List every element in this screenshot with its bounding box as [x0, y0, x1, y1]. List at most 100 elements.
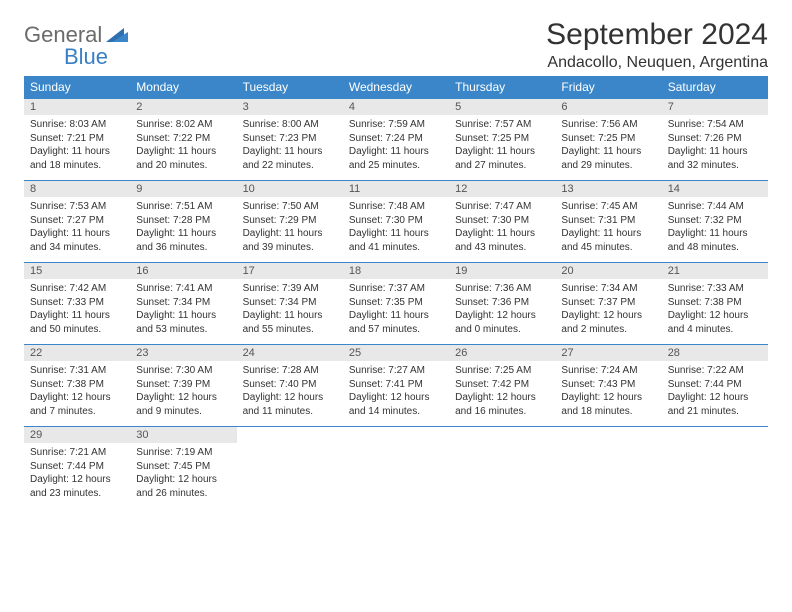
day-details: Sunrise: 7:25 AMSunset: 7:42 PMDaylight:… [449, 361, 555, 426]
day-number: 26 [449, 345, 555, 361]
daylight-line: Daylight: 11 hours and 27 minutes. [455, 145, 549, 172]
day-details: Sunrise: 7:24 AMSunset: 7:43 PMDaylight:… [555, 361, 661, 426]
day-number: 22 [24, 345, 130, 361]
sunset-line: Sunset: 7:21 PM [30, 132, 124, 146]
day-number: 4 [343, 99, 449, 115]
day-number: 23 [130, 345, 236, 361]
sunrise-line: Sunrise: 7:28 AM [243, 364, 337, 378]
sunrise-line: Sunrise: 7:59 AM [349, 118, 443, 132]
daylight-line: Daylight: 11 hours and 43 minutes. [455, 227, 549, 254]
day-number: 25 [343, 345, 449, 361]
daylight-line: Daylight: 12 hours and 21 minutes. [668, 391, 762, 418]
day-details: Sunrise: 7:19 AMSunset: 7:45 PMDaylight:… [130, 443, 236, 508]
sunset-line: Sunset: 7:28 PM [136, 214, 230, 228]
sunrise-line: Sunrise: 7:45 AM [561, 200, 655, 214]
sunrise-line: Sunrise: 7:42 AM [30, 282, 124, 296]
sunset-line: Sunset: 7:45 PM [136, 460, 230, 474]
calendar-body: 1Sunrise: 8:03 AMSunset: 7:21 PMDaylight… [24, 99, 768, 509]
day-details: Sunrise: 7:36 AMSunset: 7:36 PMDaylight:… [449, 279, 555, 344]
sunrise-line: Sunrise: 7:24 AM [561, 364, 655, 378]
day-details: Sunrise: 7:41 AMSunset: 7:34 PMDaylight:… [130, 279, 236, 344]
sunrise-line: Sunrise: 7:39 AM [243, 282, 337, 296]
day-number: 10 [237, 181, 343, 197]
calendar-day-cell: 17 Sunrise: 7:39 AMSunset: 7:34 PMDayligh… [237, 263, 343, 345]
calendar-day-cell: 13Sunrise: 7:45 AMSunset: 7:31 PMDayligh… [555, 181, 661, 263]
sunset-line: Sunset: 7:30 PM [455, 214, 549, 228]
calendar-day-cell: .. [343, 427, 449, 509]
day-number: 12 [449, 181, 555, 197]
calendar-day-cell: 11Sunrise: 7:48 AMSunset: 7:30 PMDayligh… [343, 181, 449, 263]
day-details: Sunrise: 7:44 AMSunset: 7:32 PMDaylight:… [662, 197, 768, 262]
sunset-line: Sunset: 7:32 PM [668, 214, 762, 228]
calendar-week-row: 29Sunrise: 7:21 AMSunset: 7:44 PMDayligh… [24, 427, 768, 509]
calendar-header-row: SundayMondayTuesdayWednesdayThursdayFrid… [24, 76, 768, 99]
daylight-line: Daylight: 11 hours and 57 minutes. [349, 309, 443, 336]
sunset-line: Sunset: 7:40 PM [243, 378, 337, 392]
calendar-day-cell: 24Sunrise: 7:28 AMSunset: 7:40 PMDayligh… [237, 345, 343, 427]
day-details: Sunrise: 7:54 AMSunset: 7:26 PMDaylight:… [662, 115, 768, 180]
daylight-line: Daylight: 11 hours and 53 minutes. [136, 309, 230, 336]
column-header: Thursday [449, 76, 555, 99]
calendar-day-cell: 12 Sunrise: 7:47 AMSunset: 7:30 PMDayligh… [449, 181, 555, 263]
calendar-day-cell: .. [237, 427, 343, 509]
day-number: 6 [555, 99, 661, 115]
day-details: Sunrise: 8:02 AMSunset: 7:22 PMDaylight:… [130, 115, 236, 180]
day-details: Sunrise: 7:22 AMSunset: 7:44 PMDaylight:… [662, 361, 768, 426]
sunrise-line: Sunrise: 7:30 AM [136, 364, 230, 378]
daylight-line: Daylight: 11 hours and 55 minutes. [243, 309, 337, 336]
daylight-line: Daylight: 11 hours and 45 minutes. [561, 227, 655, 254]
sunset-line: Sunset: 7:37 PM [561, 296, 655, 310]
daylight-line: Daylight: 11 hours and 36 minutes. [136, 227, 230, 254]
day-number: 17 [237, 263, 343, 279]
day-details: Sunrise: 7:57 AMSunset: 7:25 PMDaylight:… [449, 115, 555, 180]
day-number: 3 [237, 99, 343, 115]
sunrise-line: Sunrise: 7:57 AM [455, 118, 549, 132]
calendar-day-cell: 2Sunrise: 8:02 AMSunset: 7:22 PMDaylight… [130, 99, 236, 181]
daylight-line: Daylight: 11 hours and 48 minutes. [668, 227, 762, 254]
day-number: 27 [555, 345, 661, 361]
calendar-day-cell: 4Sunrise: 7:59 AMSunset: 7:24 PMDaylight… [343, 99, 449, 181]
day-number: 13 [555, 181, 661, 197]
sunset-line: Sunset: 7:44 PM [30, 460, 124, 474]
calendar-day-cell: 10Sunrise: 7:50 AMSunset: 7:29 PMDayligh… [237, 181, 343, 263]
sunrise-line: Sunrise: 7:37 AM [349, 282, 443, 296]
daylight-line: Daylight: 12 hours and 18 minutes. [561, 391, 655, 418]
daylight-line: Daylight: 11 hours and 34 minutes. [30, 227, 124, 254]
sunset-line: Sunset: 7:39 PM [136, 378, 230, 392]
sunset-line: Sunset: 7:42 PM [455, 378, 549, 392]
day-details: Sunrise: 7:51 AMSunset: 7:28 PMDaylight:… [130, 197, 236, 262]
day-number: 5 [449, 99, 555, 115]
calendar-day-cell: 14Sunrise: 7:44 AMSunset: 7:32 PMDayligh… [662, 181, 768, 263]
sunrise-line: Sunrise: 8:00 AM [243, 118, 337, 132]
sunset-line: Sunset: 7:22 PM [136, 132, 230, 146]
calendar-day-cell: 18Sunrise: 7:37 AMSunset: 7:35 PMDayligh… [343, 263, 449, 345]
calendar-day-cell: 28Sunrise: 7:22 AMSunset: 7:44 PMDayligh… [662, 345, 768, 427]
day-details: Sunrise: 7:31 AMSunset: 7:38 PMDaylight:… [24, 361, 130, 426]
daylight-line: Daylight: 12 hours and 2 minutes. [561, 309, 655, 336]
logo-word-2-wrap: Blue [24, 44, 768, 70]
day-number: 21 [662, 263, 768, 279]
daylight-line: Daylight: 11 hours and 39 minutes. [243, 227, 337, 254]
day-details: Sunrise: 8:00 AMSunset: 7:23 PMDaylight:… [237, 115, 343, 180]
daylight-line: Daylight: 12 hours and 14 minutes. [349, 391, 443, 418]
sunset-line: Sunset: 7:34 PM [243, 296, 337, 310]
sunrise-line: Sunrise: 7:36 AM [455, 282, 549, 296]
sunrise-line: Sunrise: 7:21 AM [30, 446, 124, 460]
daylight-line: Daylight: 12 hours and 0 minutes. [455, 309, 549, 336]
sunset-line: Sunset: 7:23 PM [243, 132, 337, 146]
calendar-day-cell: 29Sunrise: 7:21 AMSunset: 7:44 PMDayligh… [24, 427, 130, 509]
sunrise-line: Sunrise: 7:47 AM [455, 200, 549, 214]
day-details: Sunrise: 7:42 AMSunset: 7:33 PMDaylight:… [24, 279, 130, 344]
daylight-line: Daylight: 12 hours and 26 minutes. [136, 473, 230, 500]
daylight-line: Daylight: 11 hours and 25 minutes. [349, 145, 443, 172]
calendar-day-cell: 20Sunrise: 7:34 AMSunset: 7:37 PMDayligh… [555, 263, 661, 345]
daylight-line: Daylight: 11 hours and 29 minutes. [561, 145, 655, 172]
daylight-line: Daylight: 12 hours and 7 minutes. [30, 391, 124, 418]
sunrise-line: Sunrise: 7:19 AM [136, 446, 230, 460]
sunrise-line: Sunrise: 7:56 AM [561, 118, 655, 132]
sunrise-line: Sunrise: 7:54 AM [668, 118, 762, 132]
day-details: Sunrise: 7:50 AMSunset: 7:29 PMDaylight:… [237, 197, 343, 262]
day-number: 15 [24, 263, 130, 279]
sunrise-line: Sunrise: 7:50 AM [243, 200, 337, 214]
daylight-line: Daylight: 11 hours and 41 minutes. [349, 227, 443, 254]
